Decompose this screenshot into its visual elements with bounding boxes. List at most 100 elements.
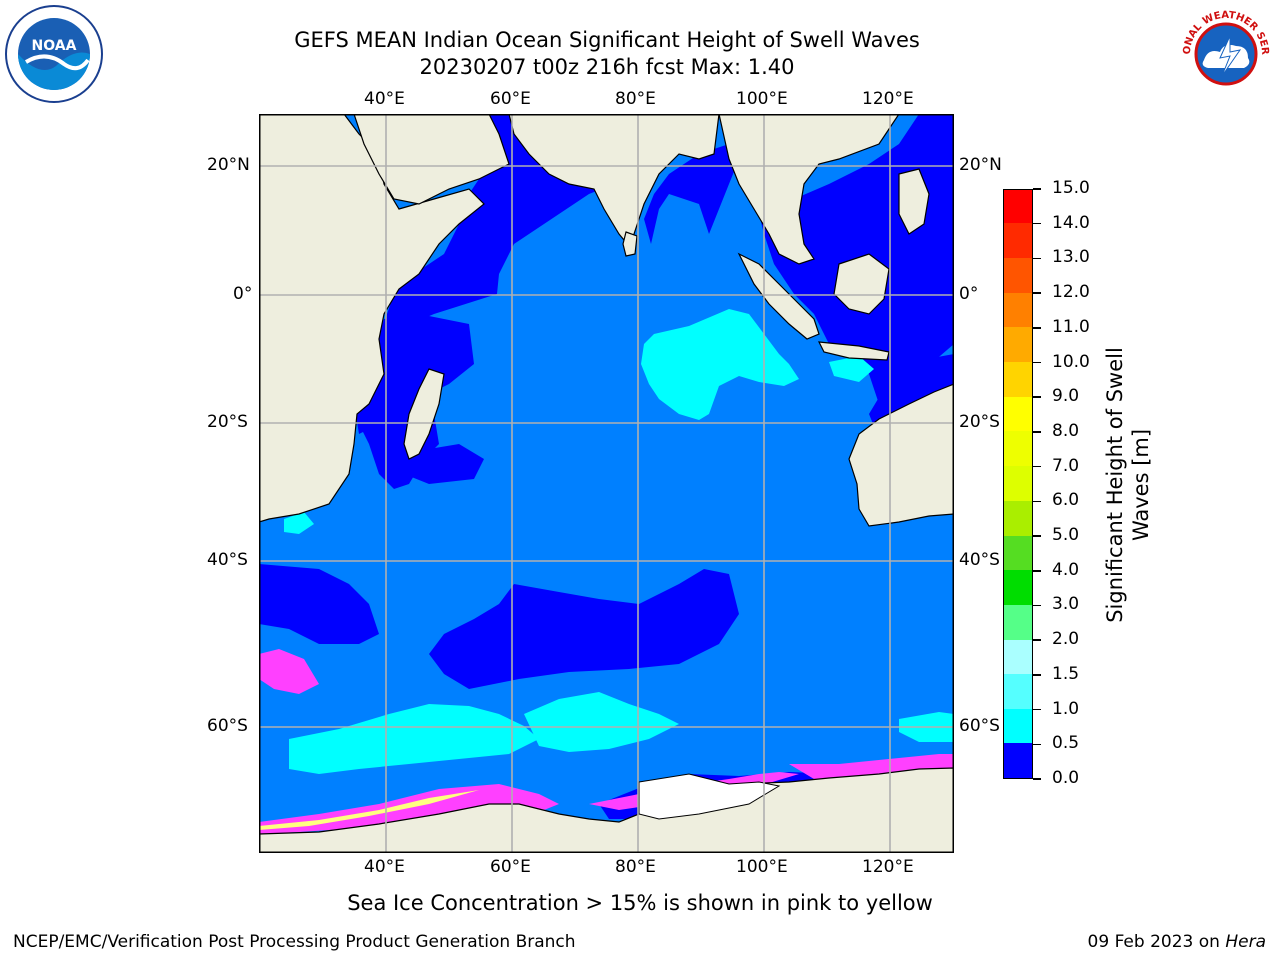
colorbar-tick-mark <box>1033 465 1041 468</box>
map-border <box>259 114 954 853</box>
graticule <box>259 114 954 853</box>
colorbar-tick-mark <box>1033 188 1041 190</box>
colorbar-segment <box>1004 604 1032 641</box>
lat-label-left-20s: 20°S <box>207 412 248 432</box>
footer-date: 09 Feb 2023 on Hera <box>1088 932 1266 952</box>
swell-low-southern-west <box>259 564 379 644</box>
swell-low-southern-central <box>429 569 739 689</box>
lon-label-bottom-100e: 100°E <box>736 857 788 877</box>
colorbar-tick-label: 13.0 <box>1052 247 1090 268</box>
sea-ice-yellow-west <box>259 790 479 830</box>
colorbar-segment <box>1004 190 1032 224</box>
swell-high-southwest <box>284 512 314 534</box>
colorbar-segment <box>1004 535 1032 571</box>
colorbar-segment <box>1004 570 1032 606</box>
map-title-line1: GEFS MEAN Indian Ocean Significant Heigh… <box>294 28 920 52</box>
colorbar-segment <box>1004 396 1032 432</box>
colorbar-tick-mark <box>1033 535 1041 537</box>
colorbar-tick-label: 7.0 <box>1052 455 1080 476</box>
lat-label-left-40s: 40°S <box>207 550 248 570</box>
footer-host: Hera <box>1225 932 1266 952</box>
land-africa <box>259 114 485 523</box>
colorbar-segment <box>1004 500 1032 537</box>
colorbar-tick-label: 6.0 <box>1052 490 1080 511</box>
colorbar-segment <box>1004 674 1032 710</box>
colorbar-segment <box>1004 257 1032 294</box>
colorbar-tick-mark <box>1033 674 1041 676</box>
colorbar-tick-mark <box>1033 570 1041 572</box>
swell-high-east <box>829 356 874 382</box>
swell-high-central <box>641 309 799 420</box>
colorbar-segment <box>1004 292 1032 328</box>
lat-label-right-20s: 20°S <box>959 412 1000 432</box>
lat-label-right-0: 0° <box>959 284 979 304</box>
lon-label-top-60e: 60°E <box>490 89 531 109</box>
colorbar-tick-mark <box>1033 327 1041 329</box>
noaa-logo: NOAA <box>5 5 103 103</box>
colorbar-segment <box>1004 223 1032 259</box>
colorbar-tick-label: 0.0 <box>1052 768 1080 788</box>
colorbar-tick-label: 11.0 <box>1052 316 1090 337</box>
colorbar-label-line1: Significant Height of Swell <box>1103 347 1127 623</box>
colorbar-tick-mark <box>1033 604 1041 607</box>
colorbar-segment <box>1004 466 1032 502</box>
land-arabia <box>353 114 510 205</box>
colorbar-tick-mark <box>1033 743 1041 746</box>
lat-label-left-60s: 60°S <box>207 716 248 736</box>
swell-low-bay-of-bengal <box>644 144 739 244</box>
colorbar-tick-mark <box>1033 431 1041 433</box>
lon-label-bottom-80e: 80°E <box>615 857 656 877</box>
colorbar-tick-label: 10.0 <box>1052 351 1090 372</box>
swell-height-map <box>259 114 954 853</box>
colorbar-segment <box>1004 362 1032 398</box>
lat-label-left-0: 0° <box>233 284 253 304</box>
colorbar-tick-mark <box>1033 361 1041 364</box>
lon-label-top-40e: 40°E <box>364 89 405 109</box>
sea-ice-caption: Sea Ice Concentration > 15% is shown in … <box>347 891 933 915</box>
colorbar-tick-mark <box>1033 500 1041 503</box>
lat-label-right-40s: 40°S <box>959 550 1000 570</box>
colorbar-tick-label: 0.5 <box>1052 733 1080 754</box>
svg-text:NOAA: NOAA <box>32 38 77 54</box>
lon-label-top-120e: 120°E <box>862 89 914 109</box>
swell-high-southern-band-west <box>289 704 539 774</box>
colorbar-tick-mark <box>1033 257 1041 260</box>
lon-label-top-100e: 100°E <box>736 89 788 109</box>
lat-label-right-60s: 60°S <box>959 716 1000 736</box>
colorbar-tick-mark <box>1033 292 1041 294</box>
swell-low-madagascar-south <box>399 444 484 484</box>
lon-label-bottom-120e: 120°E <box>862 857 914 877</box>
lat-label-left-20n: 20°N <box>207 155 250 175</box>
colorbar-tick-mark <box>1033 639 1041 641</box>
colorbar-segment <box>1004 743 1032 778</box>
colorbar-tick-label: 15.0 <box>1052 178 1090 198</box>
colorbar-tick-label: 3.0 <box>1052 594 1080 615</box>
colorbar-segment <box>1004 709 1032 745</box>
swell-high-southern-band-central <box>524 692 679 752</box>
colorbar-tick-label: 1.5 <box>1052 663 1080 684</box>
colorbar-tick-label: 9.0 <box>1052 386 1080 407</box>
land-madagascar <box>403 368 445 460</box>
lon-label-bottom-40e: 40°E <box>364 857 405 877</box>
colorbar-segment <box>1004 431 1032 467</box>
colorbar <box>1003 189 1033 779</box>
colorbar-label-line2: Waves [m] <box>1129 428 1153 542</box>
footer-credit: NCEP/EMC/Verification Post Processing Pr… <box>13 932 576 952</box>
footer-date-text: 09 Feb 2023 on <box>1087 932 1226 952</box>
colorbar-tick-label: 4.0 <box>1052 559 1080 580</box>
colorbar-segment <box>1004 327 1032 363</box>
colorbar-tick-label: 5.0 <box>1052 525 1080 546</box>
land-sri-lanka <box>622 231 638 257</box>
lat-label-right-20n: 20°N <box>959 155 1002 175</box>
colorbar-tick-label: 1.0 <box>1052 698 1080 719</box>
map-title-line2: 20230207 t00z 216h fcst Max: 1.40 <box>419 55 795 79</box>
land-borneo <box>833 253 890 315</box>
colorbar-tick-mark <box>1033 396 1041 398</box>
sea-ice-spot-west <box>259 649 319 694</box>
colorbar-tick-label: 8.0 <box>1052 420 1080 441</box>
colorbar-label: Significant Height of Swell Waves [m] <box>1102 347 1154 623</box>
colorbar-tick-mark <box>1033 778 1041 780</box>
land-java <box>817 341 890 361</box>
colorbar-tick-mark <box>1033 222 1041 225</box>
colorbar-tick-label: 12.0 <box>1052 282 1090 303</box>
